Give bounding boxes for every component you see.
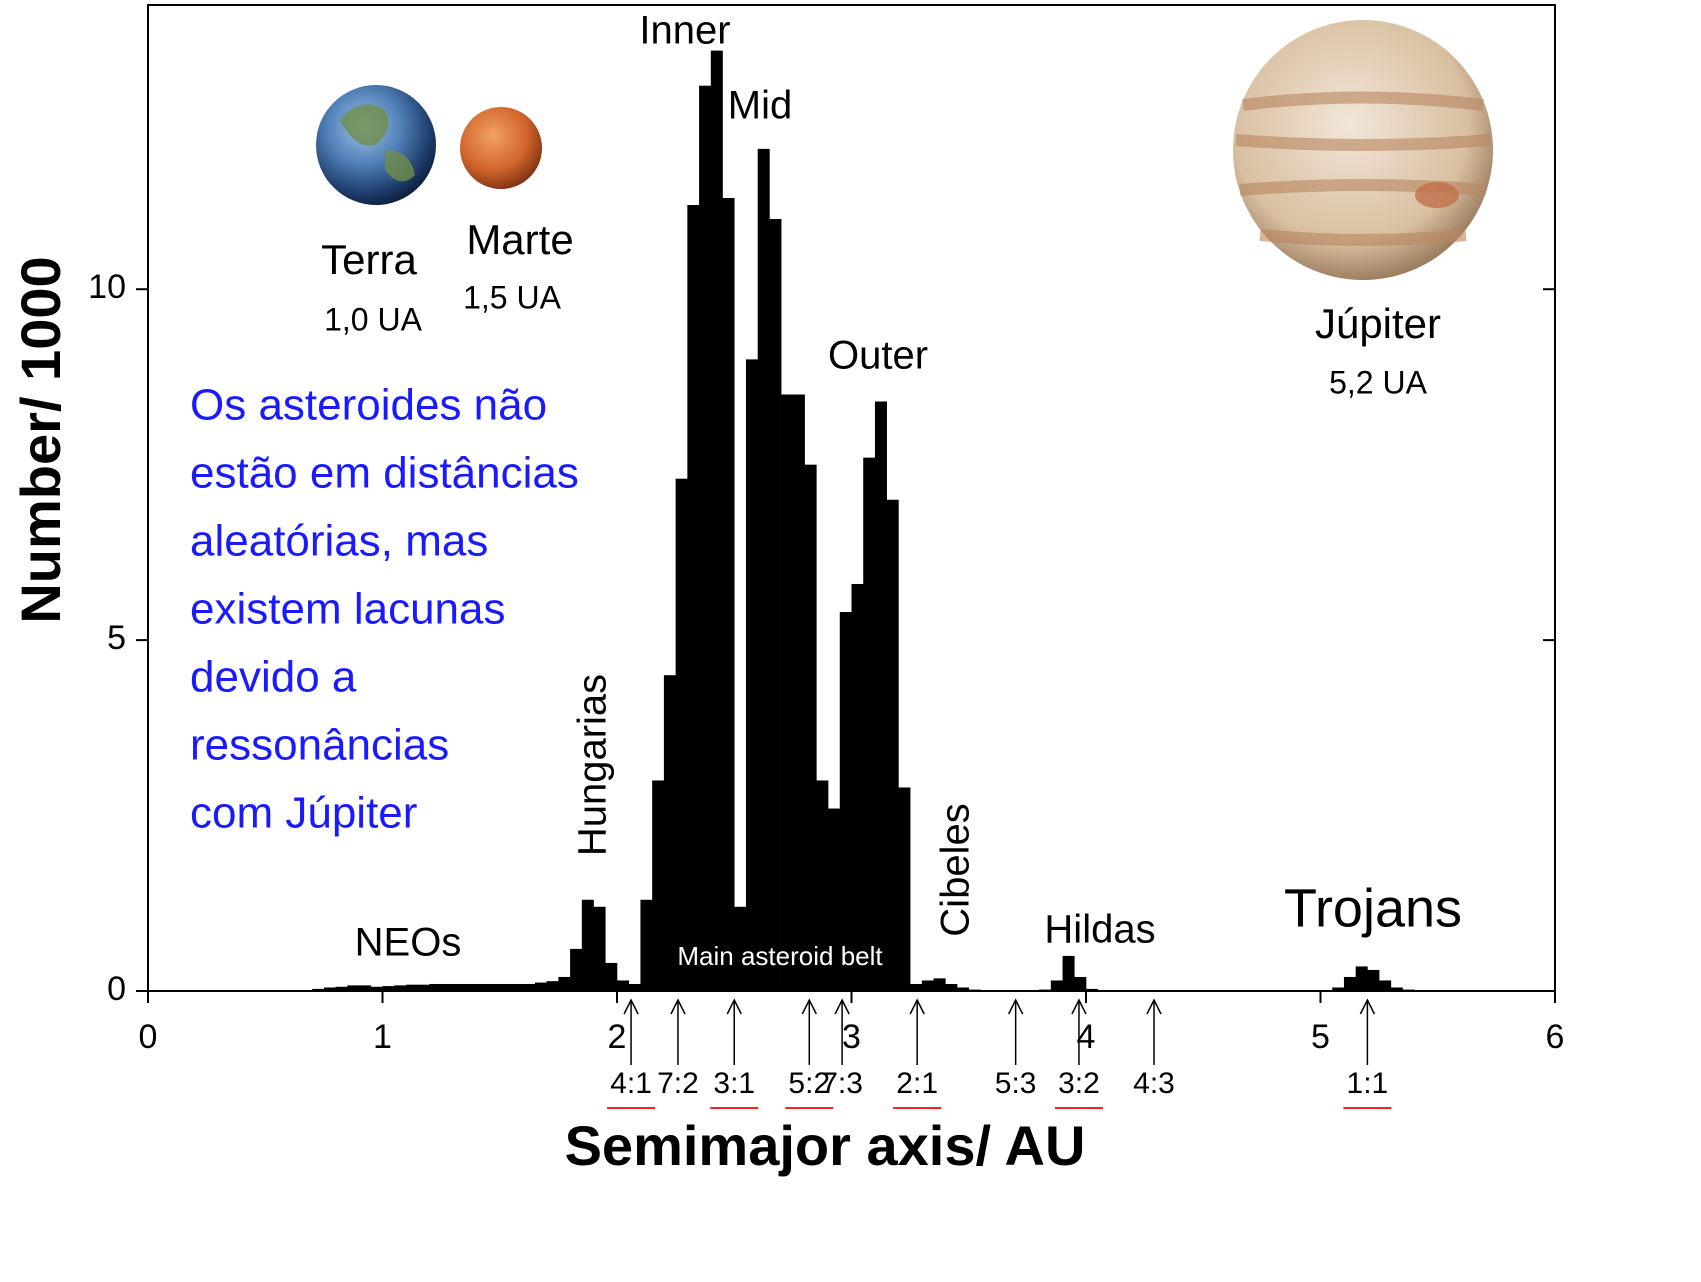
bar — [922, 980, 934, 991]
bar — [640, 900, 652, 991]
bar — [476, 984, 488, 991]
bar — [617, 980, 629, 991]
family-label: Inner — [639, 9, 730, 53]
bar — [1379, 980, 1391, 991]
bar — [746, 359, 758, 991]
bar — [887, 500, 899, 991]
planet-distance: 5,2 UA — [1329, 364, 1427, 400]
x-tick-label: 2 — [608, 1018, 627, 1056]
family-label: Outer — [828, 334, 928, 378]
bar — [511, 984, 523, 991]
bar — [594, 907, 606, 991]
bar — [453, 984, 465, 991]
bar — [1063, 956, 1075, 991]
bar — [793, 394, 805, 991]
x-tick-label: 5 — [1311, 1018, 1330, 1056]
family-label: Cibeles — [934, 803, 978, 936]
earth-image — [316, 85, 436, 205]
family-label: Hungarias — [571, 674, 615, 856]
bar — [758, 149, 770, 991]
bar — [676, 479, 688, 991]
planet-name: Marte — [466, 216, 573, 263]
family-label: Mid — [728, 84, 792, 128]
resonance-label: 4:3 — [1133, 1067, 1175, 1100]
bar — [687, 205, 699, 991]
bar — [558, 977, 570, 991]
resonance-label: 1:1 — [1347, 1067, 1389, 1100]
bar — [1367, 970, 1379, 991]
bar — [898, 787, 910, 991]
bar — [465, 984, 477, 991]
bar — [523, 984, 535, 991]
bar — [441, 984, 453, 991]
bar — [500, 984, 512, 991]
y-axis-title: Number/ 1000 — [9, 256, 72, 623]
family-label: Main asteroid belt — [677, 941, 883, 971]
bar — [535, 983, 547, 991]
bar — [910, 984, 922, 991]
note-line: com Júpiter — [190, 789, 417, 838]
resonance-label: 7:3 — [821, 1067, 863, 1100]
x-tick-label: 0 — [139, 1018, 158, 1056]
bar — [699, 86, 711, 991]
x-tick-label: 1 — [373, 1018, 392, 1056]
mars-image — [460, 107, 542, 189]
bar — [863, 458, 875, 991]
resonance-label: 3:1 — [713, 1067, 755, 1100]
planet-name: Terra — [321, 236, 417, 283]
note-line: aleatórias, mas — [190, 517, 488, 566]
bar — [582, 900, 594, 991]
y-tick-label: 10 — [88, 268, 126, 306]
family-label: NEOs — [355, 921, 462, 965]
note-line: existem lacunas — [190, 585, 505, 634]
resonance-label: 2:1 — [896, 1067, 938, 1100]
bar — [781, 394, 793, 991]
bar — [605, 963, 617, 991]
bar — [840, 612, 852, 991]
resonance-label: 5:3 — [995, 1067, 1037, 1100]
bar — [652, 780, 664, 991]
bar — [711, 51, 723, 991]
planet-distance: 1,5 UA — [463, 279, 561, 315]
resonance-label: 3:2 — [1058, 1067, 1100, 1100]
note-line: ressonâncias — [190, 721, 449, 770]
resonance-label: 7:2 — [657, 1067, 699, 1100]
note-line: devido a — [190, 653, 357, 702]
bar — [629, 984, 641, 991]
bar — [945, 984, 957, 991]
bar — [805, 465, 817, 991]
bar — [429, 984, 441, 991]
bar — [769, 219, 781, 991]
bar — [664, 675, 676, 991]
planet-name: Júpiter — [1315, 300, 1441, 347]
family-label: Hildas — [1044, 908, 1155, 952]
great-red-spot — [1415, 182, 1459, 208]
x-tick-label: 6 — [1546, 1018, 1565, 1056]
x-tick-label: 3 — [842, 1018, 861, 1056]
note-line: estão em distâncias — [190, 449, 579, 498]
family-label: Trojans — [1284, 878, 1462, 938]
note-line: Os asteroides não — [190, 381, 547, 430]
bar — [570, 949, 582, 991]
bar — [1356, 966, 1368, 991]
y-tick-label: 5 — [107, 619, 126, 657]
bar — [723, 198, 735, 991]
bar — [934, 978, 946, 991]
bar — [875, 402, 887, 991]
bar — [1344, 977, 1356, 991]
resonance-label: 4:1 — [610, 1067, 652, 1100]
planet-distance: 1,0 UA — [324, 301, 422, 337]
chart: Semimajor axis/ AU Number/ 1000 0 5 10 0 1 2 3… — [0, 0, 1701, 1282]
bar — [488, 984, 500, 991]
bar — [547, 981, 559, 991]
y-tick-label: 0 — [107, 970, 126, 1008]
bar — [1074, 977, 1086, 991]
x-axis-title: Semimajor axis/ AU — [565, 1114, 1086, 1177]
bar — [852, 584, 864, 991]
bar — [1051, 980, 1063, 991]
